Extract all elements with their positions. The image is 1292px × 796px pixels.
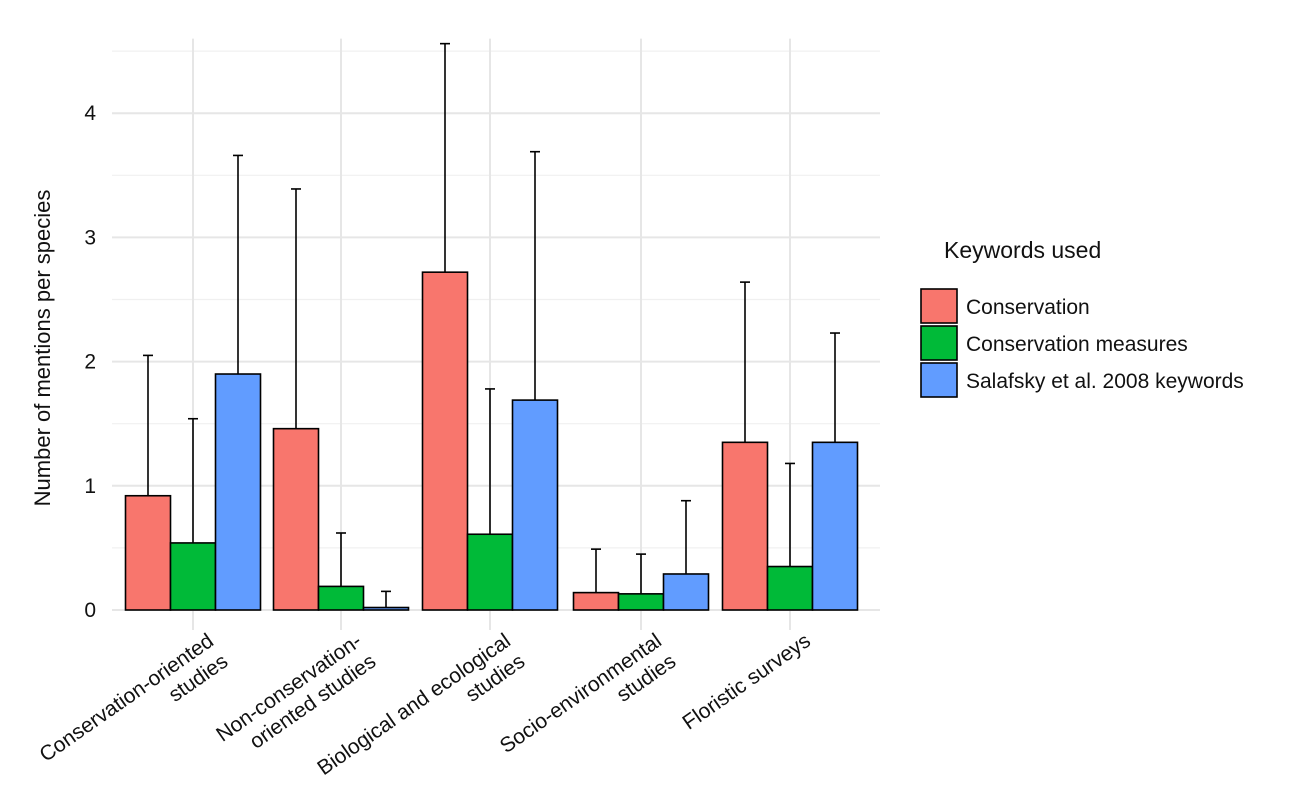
legend-swatch	[920, 362, 958, 398]
bar	[721, 441, 769, 611]
bar	[272, 427, 320, 611]
bar	[317, 585, 365, 611]
x-category-label-line: Floristic surveys	[678, 629, 815, 734]
y-tick-label: 4	[84, 102, 96, 125]
x-category-label: Socio-environmentalstudies	[496, 629, 680, 778]
bar	[511, 399, 559, 611]
legend-label: Conservation	[966, 296, 1090, 319]
bar	[811, 441, 859, 611]
bar	[362, 606, 410, 611]
legend-label: Salafsky et al. 2008 keywords	[966, 370, 1244, 393]
y-tick-label: 2	[84, 351, 96, 374]
bar	[572, 591, 620, 611]
y-axis-title: Number of mentions per species	[30, 190, 55, 507]
bar	[766, 565, 814, 611]
bar	[617, 593, 665, 611]
legend-swatch	[920, 288, 958, 324]
bar	[214, 373, 262, 611]
bars	[124, 271, 859, 611]
y-tick-label: 1	[84, 475, 96, 498]
bar	[169, 542, 217, 611]
legend-swatch	[920, 325, 958, 361]
x-category-label: Conservation-orientedstudies	[35, 629, 232, 787]
x-category-label-line: Conservation-oriented	[35, 629, 217, 766]
x-category-label: Floristic surveys	[678, 629, 815, 734]
legend: Keywords used Conservation Conservation m…	[920, 237, 1244, 398]
bar	[662, 573, 710, 611]
legend-title: Keywords used	[944, 237, 1101, 263]
bar	[466, 533, 514, 611]
y-tick-labels: 0 1 2 3 4	[84, 102, 96, 622]
x-category-labels: Conservation-orientedstudiesNon-conserva…	[35, 629, 815, 787]
legend-label: Conservation measures	[966, 333, 1188, 356]
bar	[421, 271, 469, 611]
y-tick-label: 0	[84, 599, 96, 622]
y-tick-label: 3	[84, 226, 96, 249]
error-bars	[143, 42, 840, 608]
bar	[124, 494, 172, 611]
